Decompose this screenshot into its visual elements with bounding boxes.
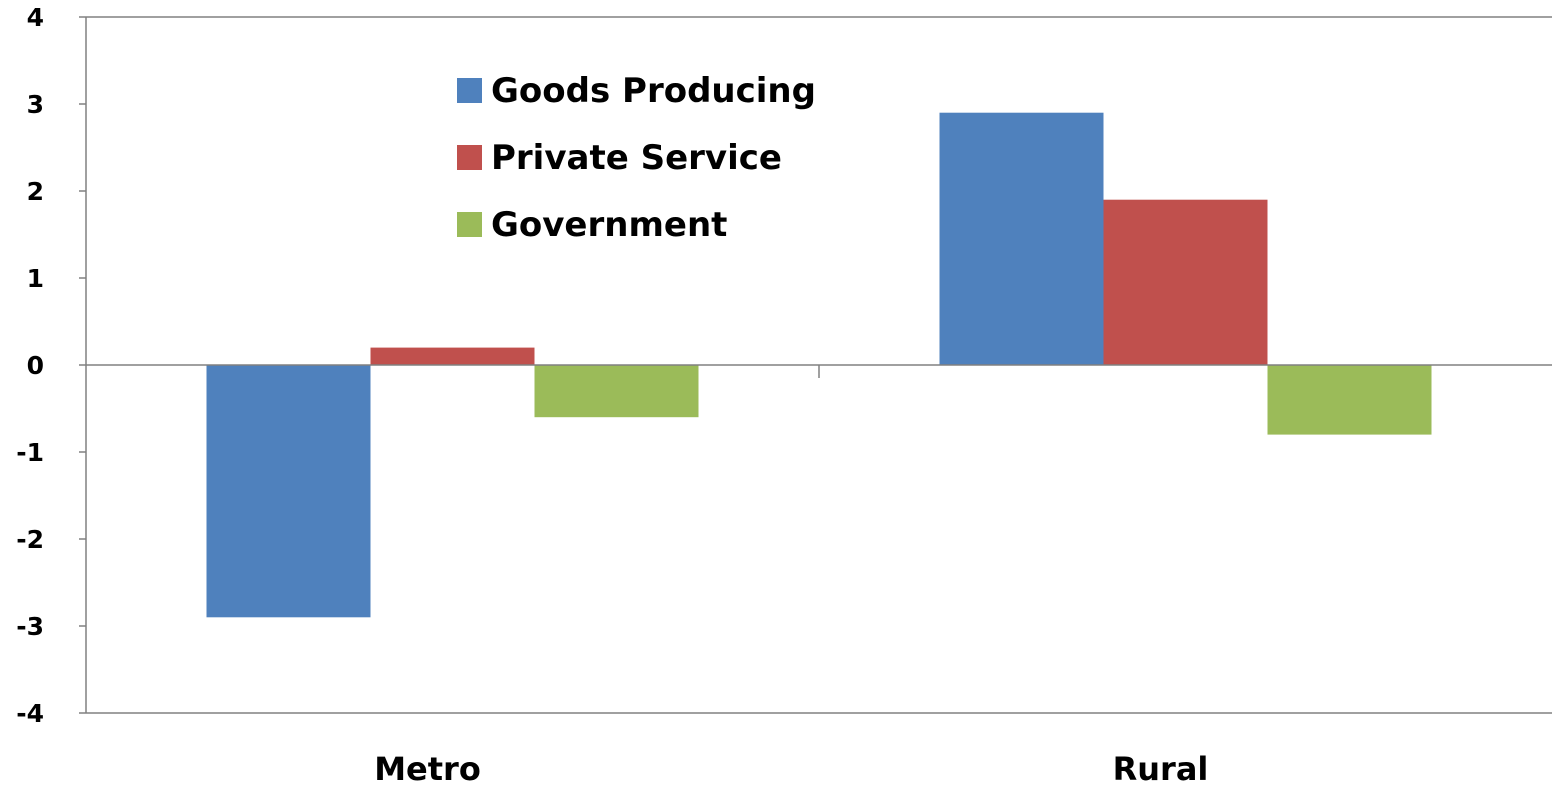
bar-government-rural bbox=[1267, 365, 1432, 435]
y-tick-label: 0 bbox=[27, 351, 44, 380]
y-tick-label: 4 bbox=[27, 3, 44, 32]
bar-goods-producing-rural bbox=[939, 112, 1104, 365]
bar-private-service-rural bbox=[1103, 199, 1268, 365]
legend-label: Government bbox=[491, 205, 727, 245]
legend-swatch bbox=[457, 145, 482, 170]
bar-government-metro bbox=[534, 365, 699, 418]
y-tick-label: 2 bbox=[27, 177, 44, 206]
legend-swatch bbox=[457, 212, 482, 237]
y-tick-label: -3 bbox=[16, 612, 44, 641]
y-axis: 4 3 2 1 0 -1 -2 -3 -4 bbox=[16, 3, 1552, 728]
bar-goods-producing-metro bbox=[206, 365, 371, 618]
bars bbox=[206, 112, 1432, 618]
x-category-label: Metro bbox=[374, 750, 481, 785]
legend-label: Goods Producing bbox=[491, 71, 816, 111]
y-tick-label: -4 bbox=[16, 699, 44, 728]
x-axis: Metro Rural bbox=[374, 750, 1209, 788]
legend-label: Private Service bbox=[491, 138, 782, 178]
y-tick-label: 3 bbox=[27, 90, 44, 119]
y-tick-label: 1 bbox=[27, 264, 44, 293]
y-tick-label: -2 bbox=[16, 525, 44, 554]
bar-private-service-metro bbox=[370, 347, 535, 365]
legend: Goods Producing Private Service Government bbox=[457, 71, 816, 245]
x-category-label: Rural bbox=[1113, 750, 1209, 785]
legend-swatch bbox=[457, 78, 482, 103]
y-tick-label: -1 bbox=[16, 438, 44, 467]
